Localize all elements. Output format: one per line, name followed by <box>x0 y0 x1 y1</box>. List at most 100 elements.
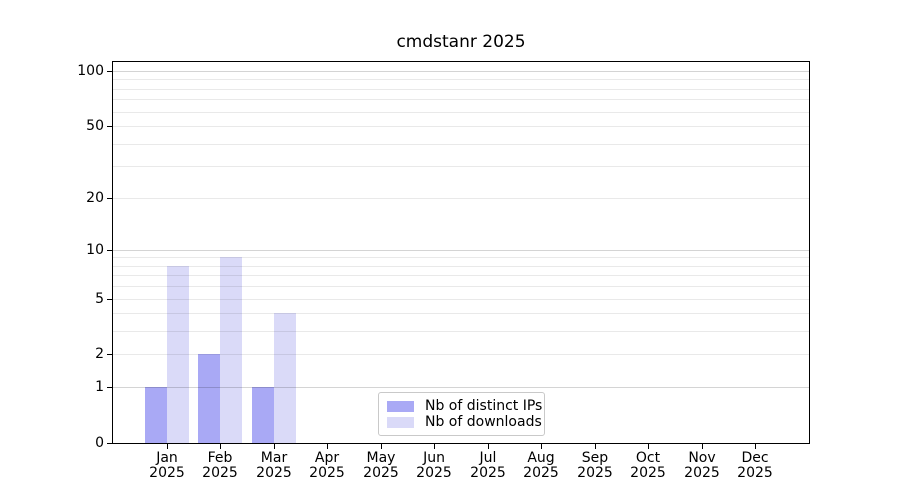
plot-area: Nb of distinct IPs Nb of downloads <box>112 61 810 444</box>
bar-downloads-mar <box>273 313 296 443</box>
grid-layer <box>113 62 809 443</box>
gridline-5 <box>113 299 809 300</box>
xtick-label-may: May 2025 <box>349 451 413 481</box>
xtick-label-sep: Sep 2025 <box>563 451 627 481</box>
bar-layer <box>113 62 809 443</box>
xtick-label-apr: Apr 2025 <box>295 451 359 481</box>
gridline-40 <box>113 144 809 145</box>
gridline-80 <box>113 89 809 90</box>
xtick-month: Dec <box>741 450 769 466</box>
bar-downloads-jan <box>166 265 189 443</box>
gridline-70 <box>113 99 809 100</box>
gridline-3 <box>113 331 809 332</box>
xtick-year: 2025 <box>256 465 292 481</box>
xtick-year: 2025 <box>523 465 559 481</box>
ytick-label-5: 5 <box>95 291 104 307</box>
ytick-label-1: 1 <box>95 379 104 395</box>
xtick-month: May <box>366 450 396 466</box>
xtick-month: Jun <box>423 450 445 466</box>
xtick-label-nov: Nov 2025 <box>670 451 734 481</box>
xtick-mark-mar <box>274 444 275 449</box>
gridline-30 <box>113 166 809 167</box>
xtick-label-oct: Oct 2025 <box>616 451 680 481</box>
ytick-mark-50 <box>107 126 112 127</box>
ytick-label-50: 50 <box>86 118 104 134</box>
bar-downloads-feb <box>220 257 243 443</box>
xtick-month: Aug <box>527 450 555 466</box>
xtick-mark-nov <box>702 444 703 449</box>
xtick-mark-apr <box>327 444 328 449</box>
xtick-label-aug: Aug 2025 <box>509 451 573 481</box>
legend-label-downloads: Nb of downloads <box>425 414 542 430</box>
xtick-mark-jul <box>488 444 489 449</box>
gridline-1 <box>113 387 809 388</box>
legend-row-downloads: Nb of downloads <box>387 414 542 430</box>
xtick-label-feb: Feb 2025 <box>188 451 252 481</box>
ytick-mark-100 <box>107 71 112 72</box>
ytick-mark-1 <box>107 387 112 388</box>
gridline-20 <box>113 198 809 199</box>
xtick-mark-may <box>381 444 382 449</box>
xtick-year: 2025 <box>202 465 238 481</box>
xtick-year: 2025 <box>149 465 185 481</box>
xtick-mark-jun <box>434 444 435 449</box>
xtick-month: Jul <box>479 450 497 466</box>
chart-title: cmdstanr 2025 <box>396 32 526 52</box>
xtick-year: 2025 <box>416 465 452 481</box>
ytick-label-2: 2 <box>95 346 104 362</box>
gridline-2 <box>113 354 809 355</box>
xtick-month: Feb <box>207 450 233 466</box>
xtick-mark-sep <box>595 444 596 449</box>
gridline-50 <box>113 126 809 127</box>
xtick-label-jun: Jun 2025 <box>402 451 466 481</box>
legend-row-distinct-ips: Nb of distinct IPs <box>387 398 542 414</box>
xtick-year: 2025 <box>363 465 399 481</box>
legend-swatch-downloads <box>387 416 414 428</box>
xtick-mark-jan <box>167 444 168 449</box>
bar-distinct-ips-jan <box>144 387 167 443</box>
xtick-year: 2025 <box>470 465 506 481</box>
gridline-9 <box>113 257 809 258</box>
xtick-mark-oct <box>648 444 649 449</box>
ytick-label-0: 0 <box>95 435 104 451</box>
gridline-6 <box>113 286 809 287</box>
legend-label-distinct-ips: Nb of distinct IPs <box>425 398 543 414</box>
xtick-year: 2025 <box>577 465 613 481</box>
xtick-month: Oct <box>635 450 661 466</box>
xtick-month: Sep <box>581 450 609 466</box>
gridline-8 <box>113 266 809 267</box>
ytick-mark-5 <box>107 299 112 300</box>
gridline-60 <box>113 112 809 113</box>
ytick-label-100: 100 <box>77 63 104 79</box>
gridline-10 <box>113 250 809 251</box>
xtick-month: Apr <box>314 450 340 466</box>
bar-distinct-ips-mar <box>251 387 274 443</box>
xtick-label-mar: Mar 2025 <box>242 451 306 481</box>
xtick-mark-feb <box>220 444 221 449</box>
xtick-month: Jan <box>156 450 178 466</box>
gridline-100 <box>113 71 809 72</box>
ytick-mark-10 <box>107 250 112 251</box>
xtick-month: Mar <box>260 450 288 466</box>
xtick-month: Nov <box>688 450 716 466</box>
bar-distinct-ips-feb <box>198 354 221 443</box>
ytick-label-10: 10 <box>86 242 104 258</box>
ytick-mark-20 <box>107 198 112 199</box>
gridline-90 <box>113 79 809 80</box>
xtick-mark-dec <box>755 444 756 449</box>
legend: Nb of distinct IPs Nb of downloads <box>378 392 545 436</box>
ytick-mark-2 <box>107 354 112 355</box>
xtick-label-jul: Jul 2025 <box>456 451 520 481</box>
xtick-year: 2025 <box>630 465 666 481</box>
legend-swatch-distinct-ips <box>387 400 414 412</box>
gridline-7 <box>113 275 809 276</box>
ytick-mark-0 <box>107 443 112 444</box>
xtick-year: 2025 <box>737 465 773 481</box>
xtick-mark-aug <box>541 444 542 449</box>
xtick-label-dec: Dec 2025 <box>723 451 787 481</box>
gridline-4 <box>113 313 809 314</box>
ytick-label-20: 20 <box>86 190 104 206</box>
xtick-year: 2025 <box>684 465 720 481</box>
xtick-label-jan: Jan 2025 <box>135 451 199 481</box>
